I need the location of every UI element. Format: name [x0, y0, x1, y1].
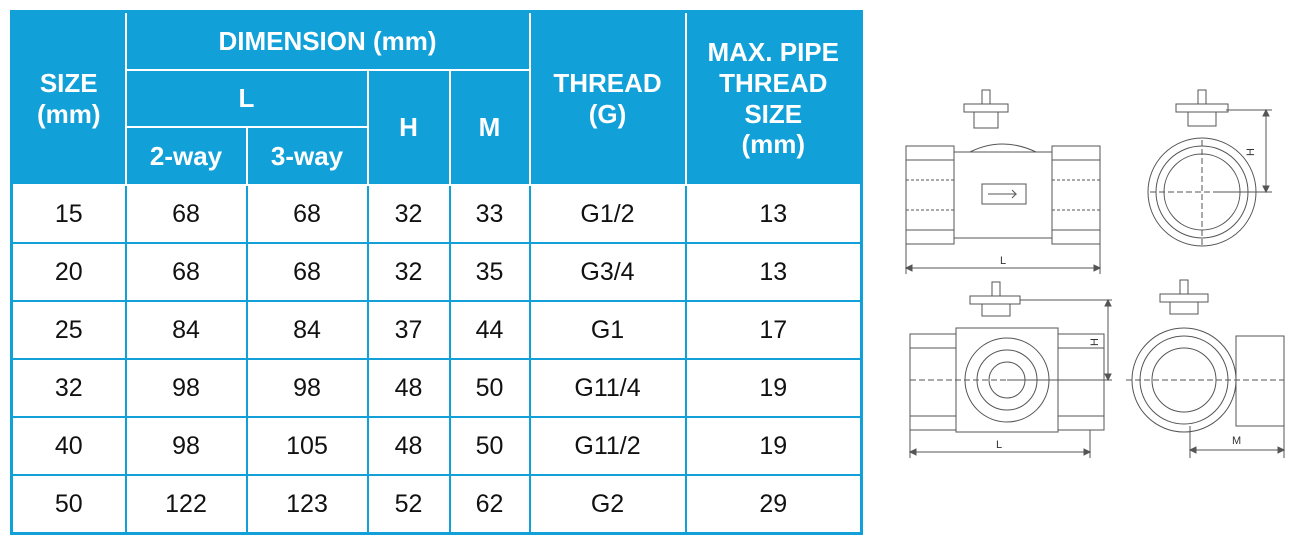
- cell-m: 35: [448, 242, 531, 302]
- cell-h: 32: [366, 242, 451, 302]
- cell-m: 33: [448, 184, 531, 244]
- cell-l-2-way: 98: [124, 416, 248, 476]
- label-m: M: [1232, 435, 1241, 447]
- cell-l-3-way: 105: [245, 416, 369, 476]
- cell-max-pipe: 13: [684, 242, 863, 302]
- cell-thread: G3/4: [528, 242, 687, 302]
- three-way-valve-side-view: M: [1126, 279, 1286, 458]
- cell-size: 25: [10, 300, 127, 360]
- cell-thread: G1: [528, 300, 687, 360]
- label-l-bottom: L: [996, 439, 1002, 451]
- cell-m: 50: [448, 358, 531, 418]
- cell-l-3-way: 98: [245, 358, 369, 418]
- cell-l-3-way: 123: [245, 474, 369, 535]
- cell-l-2-way: 84: [124, 300, 248, 360]
- cell-max-pipe: 29: [684, 474, 863, 535]
- cell-h: 32: [366, 184, 451, 244]
- table-row: 25 84 84 37 44 G1 17: [10, 300, 863, 360]
- header-dimension: DIMENSION (mm): [124, 10, 531, 71]
- label-l-top: L: [1000, 255, 1006, 267]
- cell-max-pipe: 19: [684, 416, 863, 476]
- cell-size: 40: [10, 416, 127, 476]
- cell-l-2-way: 68: [124, 184, 248, 244]
- cell-l-2-way: 122: [124, 474, 248, 535]
- header-m: M: [448, 69, 531, 186]
- cell-thread: G11/4: [528, 358, 687, 418]
- cell-h: 48: [366, 358, 451, 418]
- cell-l-2-way: 98: [124, 358, 248, 418]
- header-h: H: [366, 69, 451, 186]
- cell-m: 62: [448, 474, 531, 535]
- cell-l-3-way: 84: [245, 300, 369, 360]
- table-row: 40 98 105 48 50 G11/2 19: [10, 416, 863, 476]
- cell-l-2-way: 68: [124, 242, 248, 302]
- cell-thread: G1/2: [528, 184, 687, 244]
- cell-size: 50: [10, 474, 127, 535]
- cell-thread: G2: [528, 474, 687, 535]
- cell-h: 48: [366, 416, 451, 476]
- cell-h: 37: [366, 300, 451, 360]
- valve-dimension-drawing: L H: [886, 80, 1296, 470]
- cell-max-pipe: 19: [684, 358, 863, 418]
- cell-m: 50: [448, 416, 531, 476]
- header-3-way: 3-way: [245, 126, 369, 186]
- header-2-way: 2-way: [124, 126, 248, 186]
- cell-thread: G11/2: [528, 416, 687, 476]
- label-h-top: H: [1245, 148, 1257, 156]
- header-l: L: [124, 69, 369, 128]
- table-row: 15 68 68 32 33 G1/2 13: [10, 184, 863, 244]
- two-way-valve-side-view: L: [904, 89, 1102, 274]
- cell-l-3-way: 68: [245, 184, 369, 244]
- cell-max-pipe: 13: [684, 184, 863, 244]
- three-way-valve-front-view: H L: [908, 281, 1112, 458]
- header-max-pipe-thread-size: MAX. PIPE THREAD SIZE (mm): [684, 10, 863, 186]
- table-row: 32 98 98 48 50 G11/4 19: [10, 358, 863, 418]
- header-thread: THREAD (G): [528, 10, 687, 186]
- table-row: 20 68 68 32 35 G3/4 13: [10, 242, 863, 302]
- cell-max-pipe: 17: [684, 300, 863, 360]
- cell-size: 32: [10, 358, 127, 418]
- dimension-table: SIZE (mm) DIMENSION (mm) THREAD (G) MAX.…: [10, 10, 863, 535]
- cell-h: 52: [366, 474, 451, 535]
- label-h-bottom: H: [1089, 338, 1101, 346]
- table-row: 50 122 123 52 62 G2 29: [10, 474, 863, 535]
- cell-size: 15: [10, 184, 127, 244]
- two-way-valve-end-view: H: [1147, 89, 1272, 247]
- cell-m: 44: [448, 300, 531, 360]
- cell-l-3-way: 68: [245, 242, 369, 302]
- cell-size: 20: [10, 242, 127, 302]
- header-size: SIZE (mm): [10, 10, 127, 186]
